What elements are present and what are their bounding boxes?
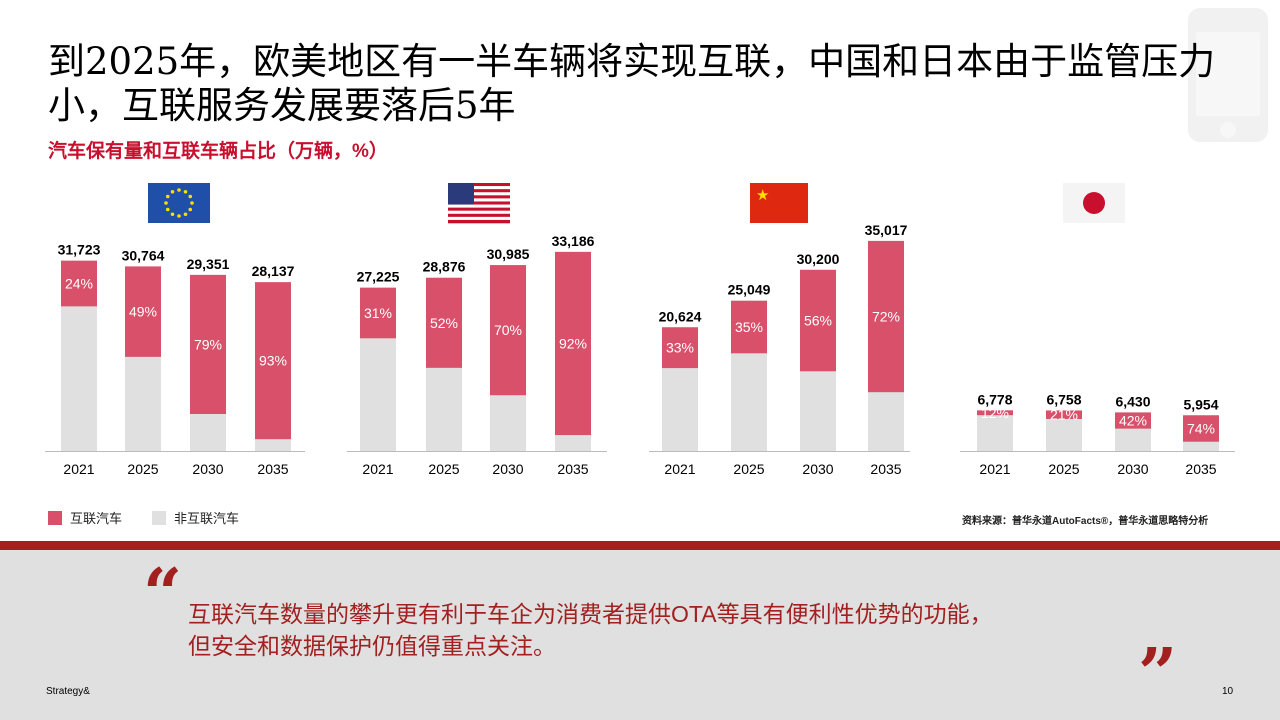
smartphone-icon <box>1188 8 1268 142</box>
eu-flag <box>148 183 210 223</box>
total-label: 29,351 <box>187 256 230 272</box>
x-tick-label: 2021 <box>664 461 695 477</box>
x-tick-label: 2025 <box>1048 461 1079 477</box>
bar-connected <box>800 269 836 372</box>
legend-label: 非互联汽车 <box>174 511 240 526</box>
x-tick-label: 2035 <box>870 461 901 477</box>
page-title: 到2025年，欧美地区有一半车辆将实现互联，中国和日本由于监管压力小，互联服务发… <box>48 40 1216 127</box>
chart-china: ★ 33% 20,624 2021 35% 25,049 2025 56% 30,200 2030… <box>649 183 910 477</box>
bar-connected <box>1046 410 1082 419</box>
legend: 互联汽车 非互联汽车 <box>48 508 239 527</box>
source-note: 资料来源：普华永道AutoFacts®，普华永道思略特分析 <box>962 516 1209 527</box>
open-quote-icon: “ <box>143 554 183 634</box>
total-label: 6,430 <box>1115 393 1150 409</box>
bar-connected <box>426 277 462 368</box>
total-label: 30,985 <box>487 246 530 262</box>
divider-band <box>0 541 1280 550</box>
pct-label: 93% <box>259 353 287 369</box>
bar-connected <box>490 265 526 396</box>
bar-connected <box>1183 415 1219 442</box>
total-label: 6,778 <box>977 391 1012 407</box>
page-number: 10 <box>1222 686 1234 697</box>
chart-eu: 24% 31,723 2021 49% 30,764 2025 79% 29,351 2030 9… <box>45 183 305 477</box>
pct-label: 74% <box>1187 420 1215 436</box>
bar-connected <box>731 300 767 354</box>
pct-label: 31% <box>364 305 392 321</box>
total-label: 28,137 <box>252 263 295 279</box>
brand-footer: Strategy& <box>46 686 90 697</box>
pct-label: 52% <box>430 315 458 331</box>
quote-text: 互联汽车数量的攀升更有利于车企为消费者提供OTA等具有便利性优势的功能， 但安全… <box>188 598 993 662</box>
legend-non-connected: 非互联汽车 <box>152 508 239 527</box>
legend-label: 互联汽车 <box>70 511 123 526</box>
pct-label: 21% <box>1050 407 1078 423</box>
x-tick-label: 2030 <box>1117 461 1148 477</box>
us-flag <box>448 183 510 224</box>
total-label: 20,624 <box>659 308 702 324</box>
total-label: 35,017 <box>865 222 908 238</box>
total-label: 25,049 <box>728 282 771 298</box>
bar-connected <box>61 260 97 307</box>
x-tick-label: 2035 <box>1185 461 1216 477</box>
pct-label: 35% <box>735 319 763 335</box>
x-tick-label: 2025 <box>428 461 459 477</box>
legend-swatch-non-connected <box>152 510 167 525</box>
bar-connected <box>255 282 291 440</box>
pct-label: 72% <box>872 309 900 325</box>
quote-line: 但安全和数据保护仍值得重点关注。 <box>188 633 556 659</box>
pct-label: 42% <box>1119 413 1147 429</box>
bar-connected <box>868 240 904 393</box>
pct-label: 79% <box>194 336 222 352</box>
bar-non-connected <box>977 410 1013 451</box>
x-tick-label: 2030 <box>492 461 523 477</box>
pct-label: 56% <box>804 313 832 329</box>
x-tick-label: 2021 <box>362 461 393 477</box>
bar-connected <box>190 274 226 415</box>
chart-us: 31% 27,225 2021 52% 28,876 2025 70% 30,985 2030 9… <box>347 183 607 477</box>
total-label: 27,225 <box>357 269 400 285</box>
x-tick-label: 2025 <box>733 461 764 477</box>
pct-label: 33% <box>666 340 694 356</box>
x-tick-label: 2035 <box>257 461 288 477</box>
x-tick-label: 2025 <box>127 461 158 477</box>
chart-subtitle: 汽车保有量和互联车辆占比（万辆，%） <box>48 141 388 162</box>
x-tick-label: 2030 <box>192 461 223 477</box>
quote-box <box>0 550 1280 720</box>
legend-connected: 互联汽车 <box>48 508 122 527</box>
bar-connected <box>125 266 161 357</box>
pct-label: 24% <box>65 276 93 292</box>
quote-line: 互联汽车数量的攀升更有利于车企为消费者提供OTA等具有便利性优势的功能， <box>188 601 993 627</box>
chart-japan: 12%6,778 2021 21%6,758 2025 42% 6,430 2030 74% 5… <box>960 183 1235 477</box>
legend-swatch-connected <box>48 510 62 525</box>
pct-label: 12% <box>981 405 1009 421</box>
total-label: 33,186 <box>552 233 595 249</box>
pct-label: 49% <box>129 304 157 320</box>
bar-connected <box>977 410 1013 416</box>
total-label: 30,200 <box>797 251 840 267</box>
total-label: 6,758 <box>1046 391 1081 407</box>
japan-flag <box>1063 183 1125 223</box>
china-flag: ★ <box>750 183 808 223</box>
x-tick-label: 2035 <box>557 461 588 477</box>
pct-label: 92% <box>559 335 587 351</box>
svg-text:★: ★ <box>756 187 769 204</box>
total-label: 5,954 <box>1183 396 1218 412</box>
total-label: 30,764 <box>122 247 165 263</box>
bar-connected <box>1115 412 1151 429</box>
x-tick-label: 2030 <box>802 461 833 477</box>
pct-label: 70% <box>494 322 522 338</box>
bar-connected <box>360 287 396 339</box>
charts: 24% 31,723 2021 49% 30,764 2025 79% 29,351 2030 9… <box>45 183 1235 477</box>
close-quote-icon: ” <box>1138 634 1178 714</box>
x-tick-label: 2021 <box>63 461 94 477</box>
bar-connected <box>662 327 698 369</box>
x-tick-label: 2021 <box>979 461 1010 477</box>
total-label: 31,723 <box>58 242 101 258</box>
total-label: 28,876 <box>423 259 466 275</box>
bar-connected <box>555 251 591 436</box>
